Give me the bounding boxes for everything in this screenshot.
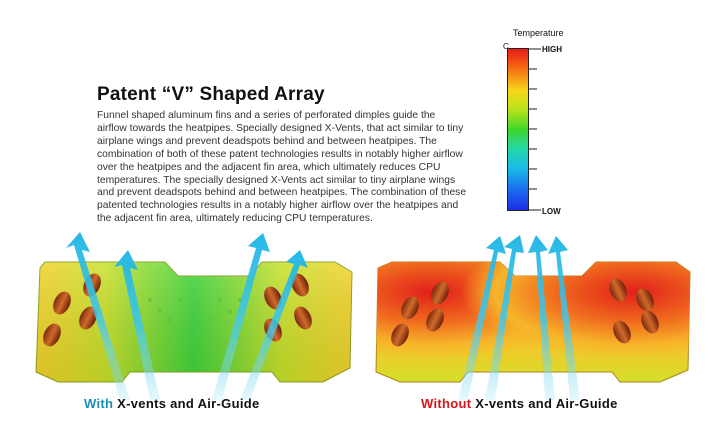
- description-paragraph: Funnel shaped aluminum fins and a series…: [97, 110, 467, 225]
- right-fin-plate: [375, 261, 691, 383]
- legend-low-label: LOW: [542, 207, 561, 216]
- right-airflow-arrows: [458, 235, 580, 400]
- caption-with-prefix: With: [84, 396, 114, 411]
- left-fin-plate: [35, 261, 353, 383]
- right-heatpipes: [391, 278, 659, 347]
- page-title: Patent “V” Shaped Array: [97, 84, 325, 105]
- colorbar-ticks: [529, 48, 541, 211]
- temperature-colorbar: [507, 48, 529, 211]
- legend-unit: C: [503, 42, 509, 51]
- caption-with-suffix: X-vents and Air-Guide: [117, 396, 260, 411]
- caption-without: Without X-vents and Air-Guide: [421, 396, 618, 411]
- legend-high-label: HIGH: [542, 45, 562, 54]
- caption-without-suffix: X-vents and Air-Guide: [475, 396, 618, 411]
- caption-without-prefix: Without: [421, 396, 472, 411]
- left-airflow-arrows: [66, 232, 308, 400]
- caption-with: With X-vents and Air-Guide: [84, 396, 260, 411]
- legend-title: Temperature: [513, 28, 564, 38]
